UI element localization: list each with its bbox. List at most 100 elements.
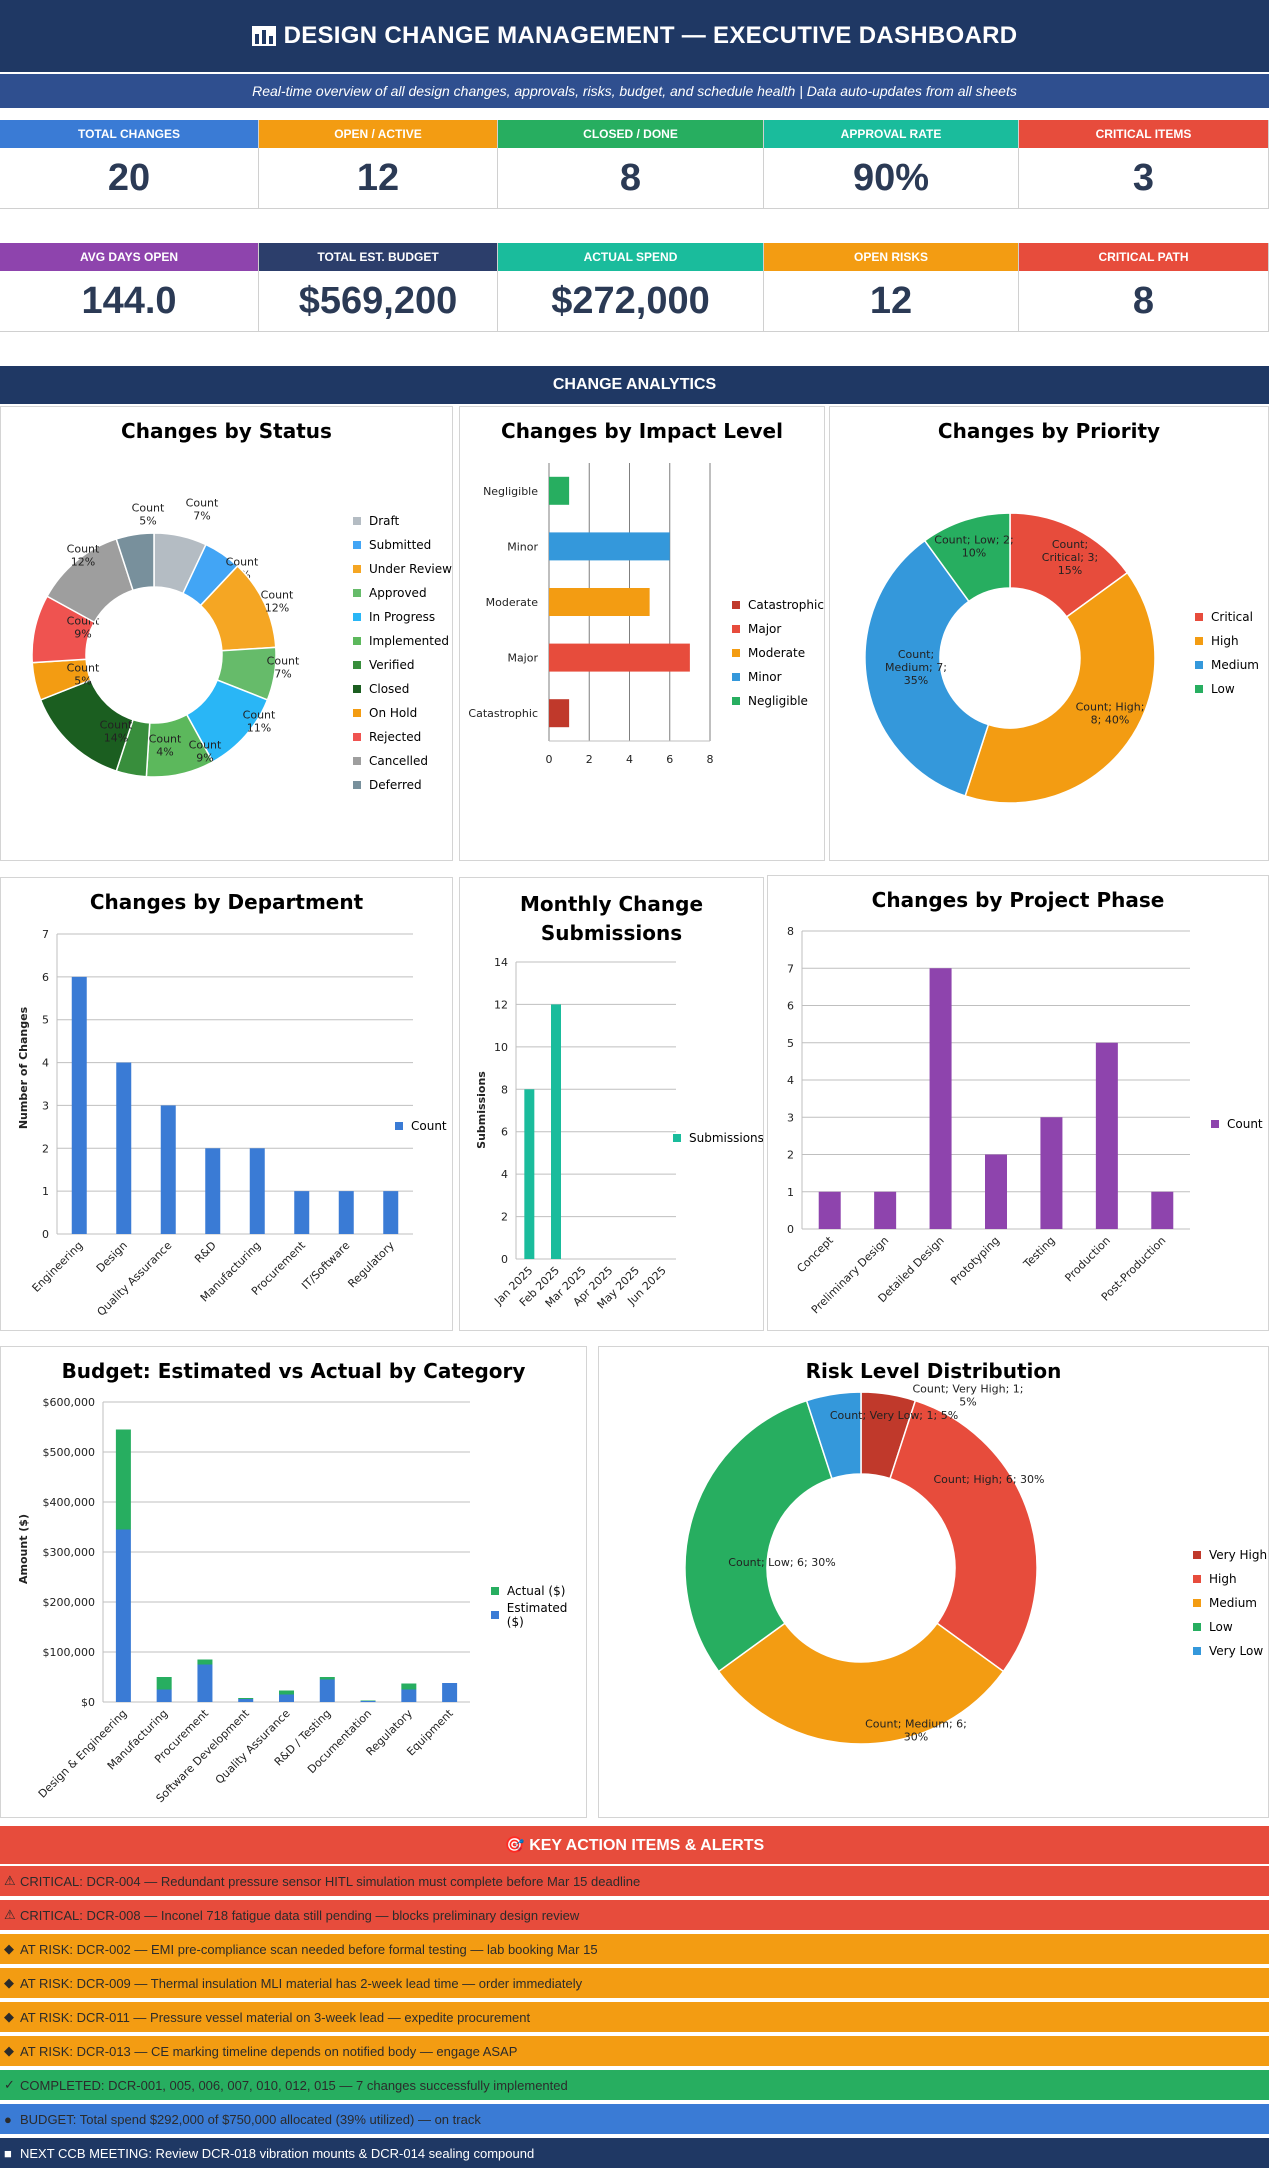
data-label-line: Count [186,497,219,510]
chart-legend: Catastrophic Major Moderate Minor Negligible [732,593,824,713]
y-tick-label: $300,000 [43,1546,96,1559]
legend-label: Submissions [689,1131,764,1145]
legend-label: Catastrophic [748,598,824,612]
legend-label: Draft [369,514,400,528]
bar [929,968,952,1229]
chart-title: Changes by Department [89,890,364,914]
alert-icon: ◆ [4,1941,14,1956]
bar [549,699,570,728]
pie-slice [964,571,1156,804]
x-tick-label: IT/Software [299,1239,352,1292]
kpi-card: OPEN RISKS 12 [764,243,1019,332]
legend-item: Cancelled [353,749,452,773]
legend-swatch [353,541,361,549]
legend-swatch [732,601,740,609]
y-tick-label: 4 [787,1074,794,1087]
data-label-line: Count [149,733,182,746]
legend-item: Actual ($) [491,1579,586,1603]
pie-slice [889,1399,1038,1673]
bar [1095,1042,1118,1229]
legend-label: Medium [1209,1596,1257,1610]
data-label-line: Count [67,543,100,556]
legend-swatch [353,661,361,669]
legend-label: Approved [369,586,427,600]
legend-label: Cancelled [369,754,428,768]
bar [338,1191,354,1234]
legend-label: Under Review [369,562,452,576]
chart-panel-phase: Changes by Project Phase 0 1 2 3 4 5 6 7 8 Concep… [767,875,1269,1331]
data-label-line: Critical; 3; [1042,551,1098,564]
bar [383,1191,399,1234]
data-label-line: Count; High; [1076,701,1145,714]
y-tick-label: 2 [787,1149,794,1162]
kpi-card: ACTUAL SPEND $272,000 [498,243,764,332]
data-label-line: 11% [247,722,271,735]
alert-item: ⚠ CRITICAL: DCR-004 — Redundant pressure … [0,1866,1269,1898]
data-label-line: Count [243,709,276,722]
chart-title: Monthly Change Submissions [460,890,763,948]
budget-stacked-bar-chart: $0 $100,000 $200,000 $300,000 $400,000 $500,0… [17,1396,470,1805]
legend-item: In Progress [353,605,452,629]
alert-item: ◆ AT RISK: DCR-013 — CE marking timeline … [0,2036,1269,2068]
legend-item: Implemented [353,629,452,653]
pie-data-label: Count 9% [189,739,222,765]
pie-data-label: Count; Medium; 6; 30% [865,1718,967,1744]
chart-title: Changes by Priority [937,419,1161,443]
alert-text: COMPLETED: DCR-001, 005, 006, 007, 010, … [20,2077,568,2093]
y-tick-label: 1 [787,1186,794,1199]
data-label-line: Count; Very Low; 1; 5% [830,1409,958,1422]
legend-swatch [732,673,740,681]
bar [160,1105,176,1234]
legend-item: High [1195,629,1259,653]
x-tick-label: Quality Assurance [95,1239,175,1319]
y-axis-label: Submissions [475,1071,488,1149]
kpi-card: CLOSED / DONE 8 [498,120,764,209]
chart-panel-priority: Changes by Priority Count; Critical; 3; 15… [829,406,1269,861]
pie-data-label: Count; Very Low; 1; 5% [830,1409,958,1422]
legend-swatch [353,613,361,621]
y-axis-label: Amount ($) [17,1514,30,1584]
kpi-value: 12 [869,279,913,322]
pie-data-label: Count 11% [243,709,276,735]
impact-bar-chart: 0 2 4 6 8 Catastrophic Major Moderate Minor Negli… [468,463,714,766]
legend-swatch [353,733,361,741]
data-label-line: 5% [959,1396,976,1409]
legend-swatch [1195,661,1203,669]
chart-legend: Count [395,1114,447,1138]
legend-label: Medium [1211,658,1259,672]
legend-label: High [1211,634,1239,648]
y-tick-label: 2 [42,1142,49,1155]
kpi-card: CRITICAL ITEMS 3 [1019,120,1269,209]
y-tick-label: Catastrophic [468,707,538,720]
data-label-line: Medium; 7; [885,661,947,674]
legend-item: Approved [353,581,452,605]
legend-swatch [353,589,361,597]
alert-item: ◆ AT RISK: DCR-011 — Pressure vessel mate… [0,2002,1269,2034]
legend-item: Medium [1195,653,1259,677]
pie-data-label: Count; Medium; 7; 35% [885,648,947,687]
data-label-line: 30% [904,1731,928,1744]
y-tick-label: 6 [501,1126,508,1139]
legend-label: Major [748,622,782,636]
kpi-value: 144.0 [81,279,177,322]
kpi-value: 90% [852,156,930,199]
legend-item: Moderate [732,641,824,665]
bar [116,1062,132,1234]
bar [197,1659,213,1665]
x-tick-label: Testing [1020,1234,1057,1271]
legend-item: Count [395,1114,447,1138]
legend-item: Very Low [1193,1639,1267,1663]
kpi-label: OPEN RISKS [764,243,1018,271]
status-donut-chart: Count7%Count5%Count12%Count7%Count11%Cou… [31,497,300,778]
bar [1151,1191,1174,1229]
legend-item: Rejected [353,725,452,749]
bar [549,588,650,616]
data-label-line: 5% [139,515,156,528]
bar [524,1089,535,1259]
chart-panel-risk: Risk Level Distribution Count; Very High… [598,1346,1269,1818]
alert-icon: ◆ [4,2009,14,2024]
chart-title: Changes by Project Phase [871,888,1165,912]
chart-legend: Draft Submitted Under Review Approved In Pro… [353,509,452,797]
x-tick-label: 8 [707,753,714,766]
